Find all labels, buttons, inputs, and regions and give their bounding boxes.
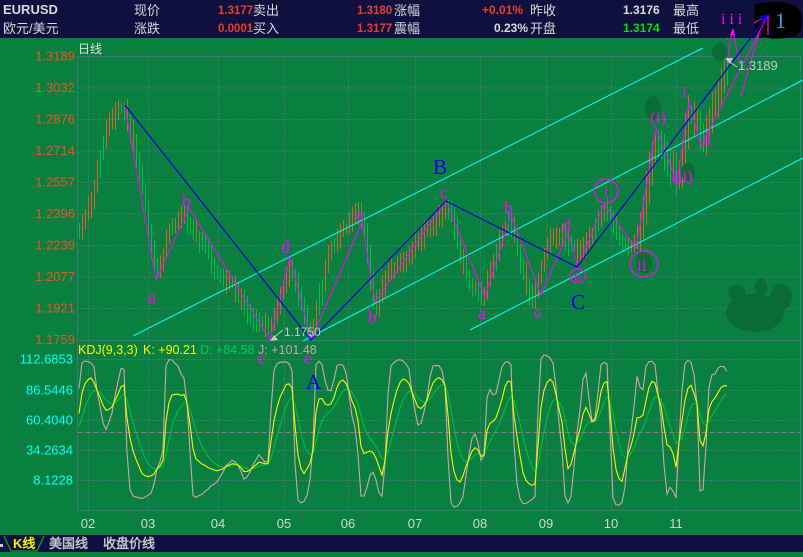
svg-text:美国线: 美国线 [49,536,88,551]
svg-text:K线: K线 [13,536,35,551]
svg-text:最高: 最高 [673,3,699,18]
svg-text:b: b [368,307,377,327]
svg-text:震幅: 震幅 [394,21,420,36]
svg-text:c: c [258,348,266,368]
svg-text:1.1750: 1.1750 [284,325,321,339]
svg-text:1.3189: 1.3189 [35,49,75,64]
svg-text:A: A [306,370,322,394]
svg-text:03: 03 [141,516,155,531]
svg-text:c: c [440,182,448,202]
svg-text:112.6853: 112.6853 [20,352,73,367]
svg-text:a: a [478,303,486,323]
svg-text:i: i [682,82,687,101]
svg-text:ii: ii [702,130,712,149]
svg-text:09: 09 [539,516,553,531]
svg-text:EURUSD: EURUSD [3,2,58,17]
svg-text:1.3189: 1.3189 [738,58,778,73]
svg-text:iii: iii [721,11,746,28]
svg-text:D: +84.58: D: +84.58 [200,343,255,357]
svg-text:34.2634: 34.2634 [26,443,73,458]
svg-text:10: 10 [604,516,618,531]
svg-text:开盘: 开盘 [530,21,556,36]
svg-text:1.1759: 1.1759 [35,332,75,347]
svg-text:最低: 最低 [673,21,699,36]
svg-text:c: c [534,302,542,322]
svg-text:a: a [148,287,156,307]
svg-text:C: C [571,290,585,314]
svg-text:07: 07 [408,516,422,531]
svg-text:1.3177: 1.3177 [218,5,253,17]
svg-text:日线: 日线 [78,42,102,56]
svg-text:1: 1 [775,8,786,33]
svg-text:05: 05 [277,516,291,531]
svg-text:(ii): (ii) [672,167,693,186]
svg-text:08: 08 [473,516,487,531]
svg-text:1.2714: 1.2714 [35,143,75,158]
svg-text:02: 02 [81,516,95,531]
svg-text:涨幅: 涨幅 [394,3,420,18]
svg-text:b: b [182,191,191,211]
svg-text:1.2876: 1.2876 [35,112,75,127]
svg-text:e: e [304,348,312,368]
svg-text:1.2077: 1.2077 [35,269,75,284]
svg-text:a: a [356,204,364,224]
svg-text:欧元/美元: 欧元/美元 [3,21,59,36]
svg-text:昨收: 昨收 [530,3,556,18]
svg-text:B: B [433,155,447,179]
svg-text:1.2239: 1.2239 [35,238,75,253]
svg-text:1.2557: 1.2557 [35,175,75,190]
svg-text:0.0001: 0.0001 [218,23,254,35]
svg-text:(i): (i) [650,108,666,127]
svg-text:d: d [562,215,571,235]
svg-text:涨跌: 涨跌 [134,21,160,36]
svg-text:1.2396: 1.2396 [35,206,75,221]
svg-text:收盘价线: 收盘价线 [103,536,155,551]
svg-text:K: +90.21: K: +90.21 [143,343,197,357]
svg-text:+0.01%: +0.01% [482,3,523,17]
svg-text:卖出: 卖出 [253,3,279,18]
svg-text:J: +101.48: J: +101.48 [258,343,317,357]
svg-text:86.5446: 86.5446 [26,383,73,398]
svg-text:b: b [504,198,513,218]
svg-text:1.1921: 1.1921 [35,301,75,316]
svg-text:e: e [574,268,581,285]
svg-text:04: 04 [211,516,225,531]
svg-text:06: 06 [341,516,355,531]
svg-text:KDJ(9,3,3): KDJ(9,3,3) [78,343,138,357]
svg-text:1.3177: 1.3177 [357,23,392,35]
svg-text:买入: 买入 [253,21,279,36]
svg-text:1.3176: 1.3176 [623,3,660,17]
svg-text:1.3180: 1.3180 [357,5,392,17]
svg-text:d: d [281,237,290,257]
svg-text:11: 11 [669,516,683,531]
svg-text:0.23%: 0.23% [494,21,528,35]
svg-text:1.3032: 1.3032 [35,80,75,95]
svg-text:1.3174: 1.3174 [623,21,660,35]
svg-text:现价: 现价 [134,3,160,18]
svg-text:8.1228: 8.1228 [33,473,73,488]
svg-text:i: i [604,182,609,201]
svg-text:60.4040: 60.4040 [26,413,73,428]
svg-text:ii: ii [637,256,647,275]
